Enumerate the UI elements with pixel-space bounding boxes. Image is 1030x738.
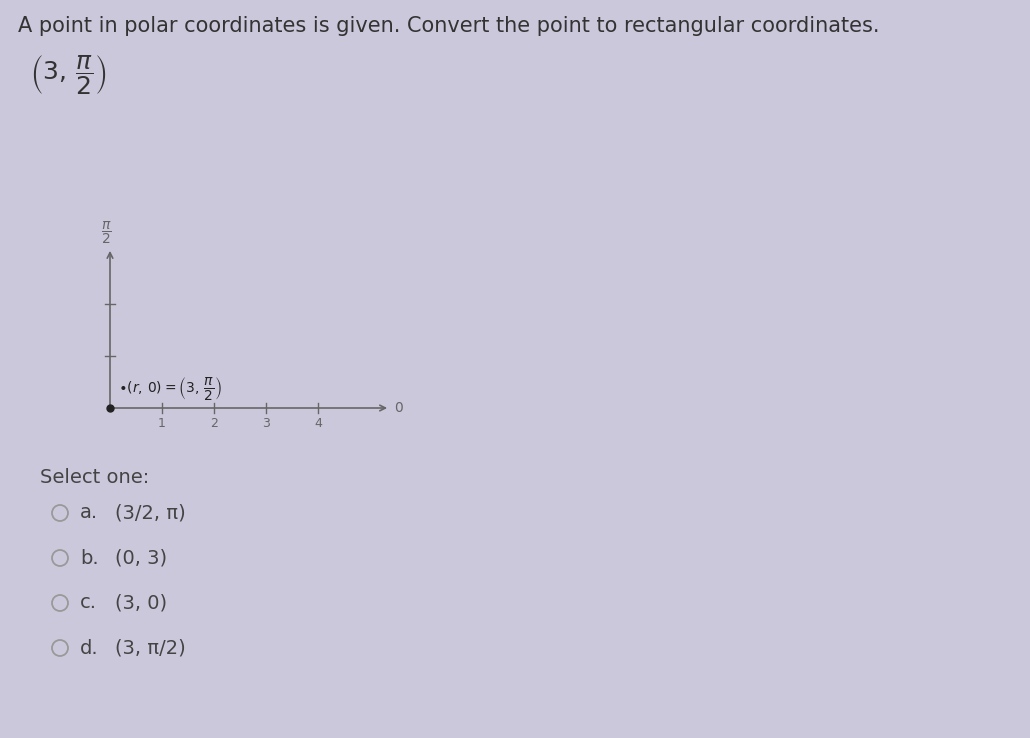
Text: 4: 4 bbox=[314, 417, 322, 430]
Text: (3, 0): (3, 0) bbox=[115, 593, 167, 613]
Text: 3: 3 bbox=[262, 417, 270, 430]
Text: a.: a. bbox=[80, 503, 98, 523]
Text: Select one:: Select one: bbox=[40, 468, 149, 487]
Text: 0: 0 bbox=[394, 401, 403, 415]
Text: 1: 1 bbox=[158, 417, 166, 430]
Text: $\dfrac{\pi}{2}$: $\dfrac{\pi}{2}$ bbox=[101, 220, 111, 246]
Text: (0, 3): (0, 3) bbox=[115, 548, 167, 568]
Text: A point in polar coordinates is given. Convert the point to rectangular coordina: A point in polar coordinates is given. C… bbox=[18, 16, 880, 36]
Text: b.: b. bbox=[80, 548, 99, 568]
Text: d.: d. bbox=[80, 638, 99, 658]
Text: 2: 2 bbox=[210, 417, 218, 430]
Text: (3/2, π): (3/2, π) bbox=[115, 503, 185, 523]
Text: (3, π/2): (3, π/2) bbox=[115, 638, 185, 658]
Text: $\left(3,\,\dfrac{\pi}{2}\right)$: $\left(3,\,\dfrac{\pi}{2}\right)$ bbox=[30, 53, 106, 97]
Text: $\bullet(r,\,0) = \left(3,\,\dfrac{\pi}{2}\right)$: $\bullet(r,\,0) = \left(3,\,\dfrac{\pi}{… bbox=[118, 375, 221, 402]
Text: c.: c. bbox=[80, 593, 97, 613]
